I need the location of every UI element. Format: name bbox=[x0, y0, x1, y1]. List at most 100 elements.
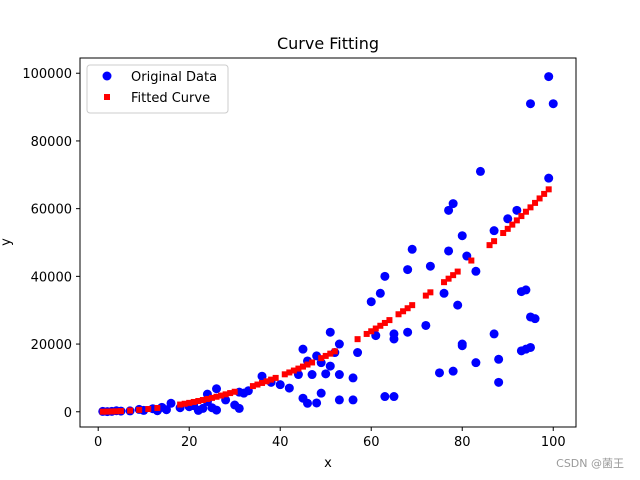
fitted-curve-point bbox=[522, 208, 529, 215]
original-data-point bbox=[380, 271, 390, 281]
original-data-point bbox=[348, 373, 358, 383]
fitted-curve-point bbox=[268, 376, 275, 383]
original-data-point bbox=[407, 244, 417, 254]
fitted-curve-point bbox=[468, 257, 475, 264]
original-data-point bbox=[212, 384, 222, 394]
fitted-curve-point bbox=[404, 305, 411, 312]
fitted-curve-point bbox=[422, 292, 429, 299]
chart-title: Curve Fitting bbox=[277, 34, 379, 53]
original-data-point bbox=[548, 99, 558, 109]
original-data-point bbox=[525, 99, 535, 109]
legend: Original Data Fitted Curve bbox=[86, 64, 229, 114]
original-data-point bbox=[544, 72, 554, 82]
x-tick-label: 100 bbox=[541, 435, 566, 450]
original-data-point bbox=[325, 361, 335, 371]
fitted-curve-point bbox=[190, 398, 197, 405]
fitted-curve-point bbox=[363, 330, 370, 337]
fitted-curve-point bbox=[299, 363, 306, 370]
fitted-curve-point bbox=[272, 374, 279, 381]
original-data-point bbox=[471, 358, 481, 368]
original-data-point bbox=[212, 405, 222, 415]
fitted-curve-point bbox=[509, 221, 516, 228]
fitted-curve-point bbox=[195, 398, 202, 405]
y-tick-label: 40000 bbox=[31, 270, 72, 285]
fitted-curve-point bbox=[527, 204, 534, 211]
x-tick-label: 80 bbox=[454, 435, 471, 450]
fitted-curve-point bbox=[541, 190, 548, 197]
y-tick-label: 100000 bbox=[22, 67, 72, 82]
original-data-point bbox=[525, 342, 535, 352]
original-data-point bbox=[348, 395, 358, 405]
fitted-curve-point bbox=[441, 279, 448, 286]
original-data-point bbox=[307, 370, 317, 380]
original-data-point bbox=[471, 266, 481, 276]
fitted-curve-point bbox=[218, 392, 225, 399]
original-data-point bbox=[444, 205, 454, 215]
original-data-point bbox=[494, 354, 504, 364]
fitted-curve-point bbox=[409, 302, 416, 309]
original-data-point bbox=[434, 368, 444, 378]
fitted-curve-point bbox=[108, 408, 115, 415]
original-data-point bbox=[366, 297, 376, 307]
original-data-point bbox=[275, 380, 285, 390]
original-data-point bbox=[234, 403, 244, 413]
legend-label-original-data: Original Data bbox=[131, 70, 217, 85]
original-data-point bbox=[475, 166, 485, 176]
fitted-curve-point bbox=[331, 348, 338, 355]
fitted-curve-point bbox=[186, 399, 193, 406]
watermark: CSDN @菌王 bbox=[556, 457, 624, 470]
fitted-curve-point bbox=[536, 195, 543, 202]
original-data-point bbox=[544, 173, 554, 183]
original-data-point bbox=[489, 226, 499, 236]
fitted-curve-point bbox=[372, 325, 379, 332]
fitted-curve-point bbox=[513, 217, 520, 224]
original-data-point bbox=[284, 383, 294, 393]
fitted-curve-point bbox=[500, 230, 507, 237]
original-data-point bbox=[403, 327, 413, 337]
fitted-curve-point bbox=[381, 319, 388, 326]
original-data-point bbox=[503, 214, 513, 224]
original-data-point bbox=[375, 288, 385, 298]
original-data-point bbox=[298, 344, 308, 354]
original-data-point bbox=[325, 327, 335, 337]
x-axis-label: x bbox=[324, 456, 332, 471]
fitted-curve-point bbox=[208, 394, 215, 401]
original-data-point bbox=[166, 398, 176, 408]
fitted-curve-point bbox=[181, 400, 188, 407]
fitted-curve-point bbox=[254, 381, 261, 388]
original-data-point bbox=[530, 314, 540, 324]
original-data-point bbox=[439, 288, 449, 298]
fitted-curve-point bbox=[99, 408, 106, 415]
fitted-curve-point bbox=[113, 408, 120, 415]
fitted-curve-point bbox=[368, 328, 375, 335]
fitted-curve-point bbox=[491, 238, 498, 245]
fitted-curve-point bbox=[295, 365, 302, 372]
y-tick-label: 60000 bbox=[31, 203, 72, 218]
legend-box bbox=[86, 64, 229, 114]
fitted-curve-point bbox=[445, 275, 452, 282]
plot-frame bbox=[79, 57, 577, 428]
y-tick-label: 80000 bbox=[31, 135, 72, 150]
fitted-curve-point bbox=[286, 369, 293, 376]
fitted-curve-point bbox=[309, 359, 316, 366]
original-data-point bbox=[312, 398, 322, 408]
fitted-curve-point bbox=[290, 367, 297, 374]
original-data-point bbox=[448, 366, 458, 376]
original-data-point bbox=[512, 205, 522, 215]
original-data-point bbox=[403, 265, 413, 275]
original-data-point bbox=[380, 392, 390, 402]
original-data-point bbox=[321, 369, 331, 379]
original-data-point bbox=[353, 348, 363, 358]
axes-layer: 0 20 40 60 80 100 0 20000 40000 60000 80000 100000 bbox=[22, 67, 565, 450]
fitted-curve-point bbox=[386, 317, 393, 324]
fitted-curve-point bbox=[504, 225, 511, 232]
fitted-curve-point bbox=[354, 336, 361, 343]
fitted-curve-point bbox=[395, 311, 402, 318]
fitted-curve-point bbox=[104, 408, 111, 415]
fitted-curve-point bbox=[199, 397, 206, 404]
legend-marker-original-data bbox=[102, 71, 112, 81]
fitted-curve-point bbox=[145, 406, 152, 413]
fitted-curve-point bbox=[304, 361, 311, 368]
fitted-curve-point bbox=[327, 350, 334, 357]
